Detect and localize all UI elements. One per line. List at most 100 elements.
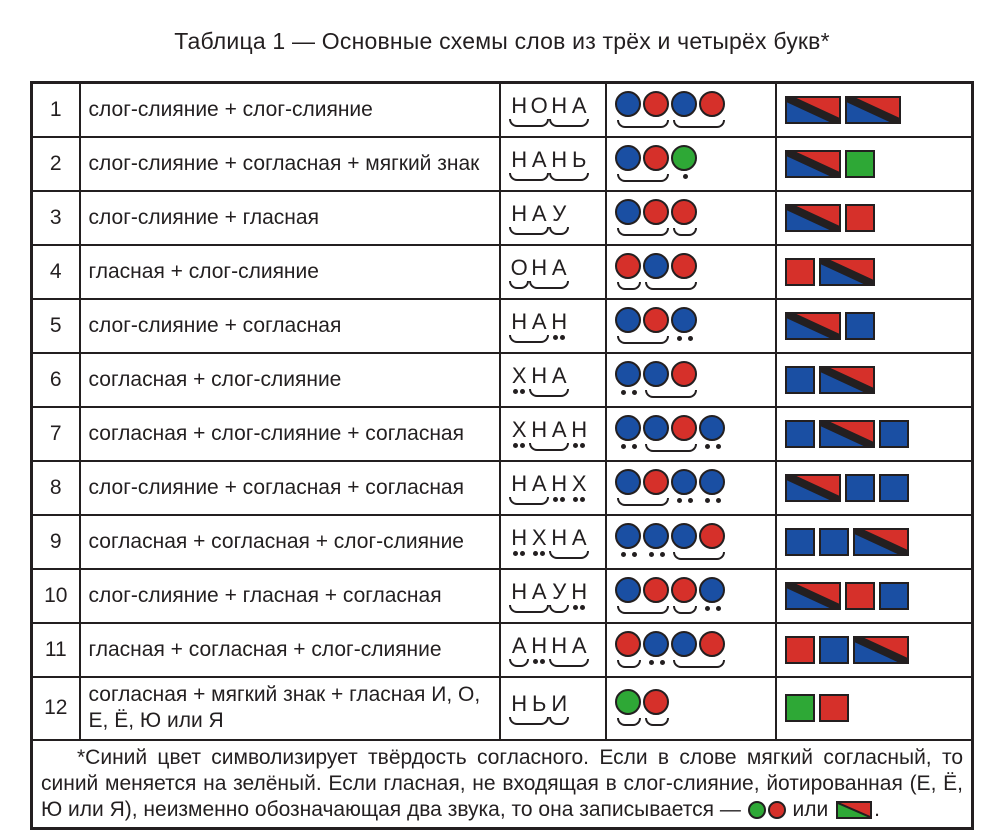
scheme-rect	[785, 474, 841, 502]
row-description: слог-слияние + гласная + согласная	[80, 569, 500, 623]
table-row: 3слог-слияние + гласнаяНАУ	[32, 191, 973, 245]
row-word: НАНХ	[500, 461, 606, 515]
row-number: 5	[32, 299, 80, 353]
word-letter: А	[509, 635, 529, 657]
word-letter: Х	[529, 527, 549, 549]
sound-circle	[699, 577, 725, 603]
scheme-rect	[845, 150, 875, 178]
word-letter: Н	[529, 635, 549, 657]
scheme-rect	[785, 258, 815, 286]
scheme-rect	[785, 694, 815, 722]
scheme-rect	[785, 636, 815, 664]
sound-circle	[615, 523, 641, 549]
scheme-rect	[853, 528, 909, 556]
word-letter: Н	[549, 473, 569, 495]
row-circles	[606, 137, 776, 191]
sound-circle	[643, 307, 669, 333]
scheme-rect	[785, 204, 841, 232]
sound-circle	[615, 145, 641, 171]
row-number: 11	[32, 623, 80, 677]
row-word: ОНА	[500, 245, 606, 299]
word-letter: А	[549, 419, 569, 441]
row-circles	[606, 677, 776, 740]
word-letter: Н	[529, 365, 549, 387]
scheme-rect	[785, 528, 815, 556]
row-word: НАНЬ	[500, 137, 606, 191]
sound-circle	[643, 415, 669, 441]
word-letter: Н	[509, 203, 529, 225]
scheme-rect	[879, 420, 909, 448]
row-description: согласная + мягкий знак + гласная И, О, …	[80, 677, 500, 740]
sound-circle	[699, 631, 725, 657]
sound-circle	[671, 415, 697, 441]
table-row: 2слог-слияние + согласная + мягкий знакН…	[32, 137, 973, 191]
row-rects	[776, 353, 972, 407]
scheme-rect	[879, 474, 909, 502]
row-circles	[606, 353, 776, 407]
row-word: АННА	[500, 623, 606, 677]
sound-circle	[671, 307, 697, 333]
scheme-rect	[879, 582, 909, 610]
word-letter: А	[529, 311, 549, 333]
word-letter: Н	[529, 257, 549, 279]
footnote-cell: *Синий цвет символизирует твёрдость согл…	[32, 740, 973, 829]
table-title: Таблица 1 — Основные схемы слов из трёх …	[30, 28, 974, 55]
row-rects	[776, 137, 972, 191]
word-letter: Н	[509, 473, 529, 495]
word-letter: Н	[549, 95, 569, 117]
row-word: НХНА	[500, 515, 606, 569]
row-number: 6	[32, 353, 80, 407]
scheme-rect	[845, 582, 875, 610]
row-number: 3	[32, 191, 80, 245]
scheme-rect	[845, 204, 875, 232]
row-rects	[776, 461, 972, 515]
word-letter: У	[549, 203, 569, 225]
sound-circle	[643, 91, 669, 117]
row-word: НАУ	[500, 191, 606, 245]
sound-circle	[615, 307, 641, 333]
sound-circle	[699, 469, 725, 495]
word-letter: У	[549, 581, 569, 603]
table-row: 10слог-слияние + гласная + согласнаяНАУН	[32, 569, 973, 623]
sound-circle	[615, 253, 641, 279]
sound-circle	[671, 199, 697, 225]
row-description: слог-слияние + согласная + согласная	[80, 461, 500, 515]
row-rects	[776, 299, 972, 353]
row-description: слог-слияние + согласная + мягкий знак	[80, 137, 500, 191]
word-letter: И	[549, 693, 569, 715]
table-row: 6согласная + слог-слияниеХНА	[32, 353, 973, 407]
word-letter: Х	[569, 473, 589, 495]
sound-circle	[615, 361, 641, 387]
sound-circle	[643, 631, 669, 657]
row-description: гласная + согласная + слог-слияние	[80, 623, 500, 677]
row-circles	[606, 623, 776, 677]
word-letter: А	[529, 203, 549, 225]
sound-circle	[671, 523, 697, 549]
row-circles	[606, 569, 776, 623]
row-description: слог-слияние + слог-слияние	[80, 83, 500, 138]
scheme-rect	[819, 420, 875, 448]
word-letter: А	[549, 257, 569, 279]
row-word: НОНА	[500, 83, 606, 138]
word-letter: Н	[569, 419, 589, 441]
scheme-rect	[819, 258, 875, 286]
sound-circle	[643, 469, 669, 495]
table-row: 8слог-слияние + согласная + согласнаяНАН…	[32, 461, 973, 515]
row-number: 4	[32, 245, 80, 299]
word-letter: А	[569, 635, 589, 657]
word-letter: Н	[509, 581, 529, 603]
scheme-rect	[819, 366, 875, 394]
scheme-rect	[819, 636, 849, 664]
row-rects	[776, 245, 972, 299]
row-number: 8	[32, 461, 80, 515]
sound-circle	[615, 577, 641, 603]
table-row: 4гласная + слог-слияниеОНА	[32, 245, 973, 299]
row-circles	[606, 407, 776, 461]
row-word: ХНА	[500, 353, 606, 407]
sound-circle	[643, 145, 669, 171]
scheme-rect	[845, 474, 875, 502]
sound-circle	[671, 145, 697, 171]
inline-circle-icon	[748, 801, 766, 819]
word-letter: Х	[509, 365, 529, 387]
sound-circle	[671, 631, 697, 657]
